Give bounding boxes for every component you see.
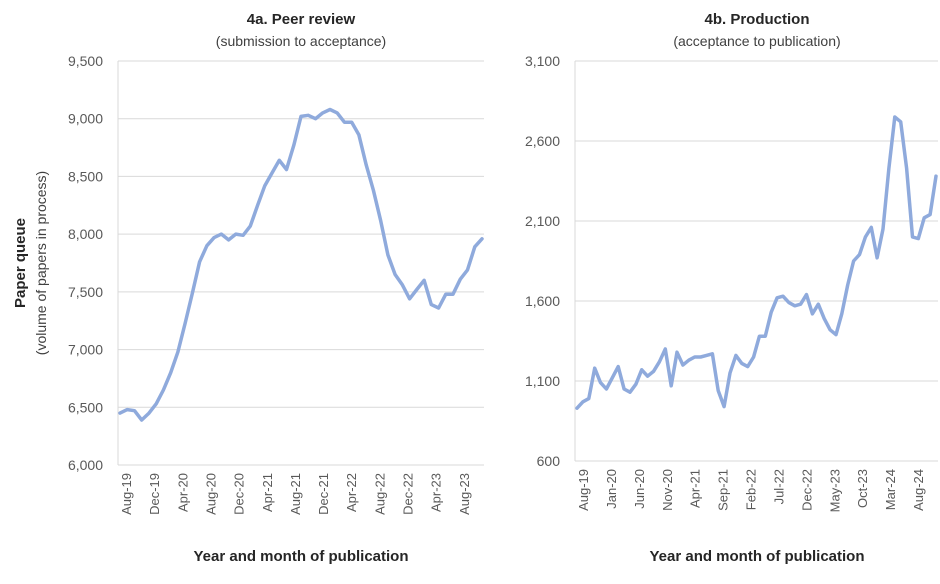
chart-a-x-tick-label: Aug-23 (457, 473, 472, 515)
chart-a-y-tick-label: 7,000 (68, 342, 103, 358)
chart-b-subtitle: (acceptance to publication) (673, 33, 840, 49)
chart-b-x-tick-label: Feb-22 (744, 469, 759, 510)
chart-b-y-tick-label: 600 (537, 453, 561, 469)
chart-a: 6,000 6,500 7,000 7,500 8,000 8,500 9,000 9,500… (68, 53, 484, 515)
chart-b-x-tick-label: Jul-22 (772, 469, 787, 504)
chart-a-y-tick-label: 6,500 (68, 399, 103, 415)
chart-a-y-tick-label: 8,000 (68, 226, 103, 242)
chart-a-x-tick-label: Dec-19 (147, 473, 162, 515)
chart-a-x-tick-label: Dec-20 (232, 473, 247, 515)
chart-a-y-axis-title: Paper queue (12, 218, 29, 308)
chart-b-y-tick-label: 3,100 (525, 53, 560, 69)
chart-b-x-tick-label: Oct-23 (855, 469, 870, 508)
chart-a-subtitle: (submission to acceptance) (216, 33, 386, 49)
chart-b-x-tick-label: Dec-22 (799, 469, 814, 511)
chart-a-y-tick-label: 8,500 (68, 168, 103, 184)
chart-b: 600 1,100 1,600 2,100 2,600 3,100 Aug-19 Jan-20… (525, 53, 938, 512)
chart-a-y-tick-label: 9,500 (68, 53, 103, 69)
chart-b-x-tick-label: Nov-20 (660, 469, 675, 511)
chart-a-series-line (118, 107, 484, 422)
chart-a-x-tick-label: Aug-19 (119, 473, 134, 515)
chart-a-x-tick-label: Aug-22 (372, 473, 387, 515)
chart-b-y-tick-label: 2,600 (525, 133, 560, 149)
chart-b-x-tick-label: Mar-24 (883, 469, 898, 510)
chart-b-x-tick-label: Jan-20 (604, 469, 619, 509)
chart-b-x-tick-label: May-23 (827, 469, 842, 512)
chart-b-x-tick-label: Jun-20 (632, 469, 647, 509)
chart-b-series-line (575, 115, 938, 410)
chart-a-x-axis-title: Year and month of publication (193, 548, 408, 565)
chart-a-x-tick-label: Dec-22 (401, 473, 416, 515)
chart-a-title: 4a. Peer review (247, 11, 356, 28)
chart-a-x-tick-label: Aug-20 (204, 473, 219, 515)
chart-a-y-tick-label: 6,000 (68, 457, 103, 473)
chart-b-x-axis-title: Year and month of publication (649, 548, 864, 565)
chart-b-y-tick-label: 2,100 (525, 213, 560, 229)
chart-a-y-tick-label: 9,000 (68, 111, 103, 127)
chart-a-x-tick-label: Aug-21 (288, 473, 303, 515)
chart-a-x-tick-label: Apr-22 (344, 473, 359, 512)
chart-b-x-tick-label: Sep-21 (716, 469, 731, 511)
chart-a-x-tick-label: Apr-21 (260, 473, 275, 512)
chart-b-title: 4b. Production (705, 11, 810, 28)
chart-a-y-tick-label: 7,500 (68, 284, 103, 300)
chart-b-x-tick-label: Aug-24 (911, 469, 926, 511)
chart-a-x-tick-label: Dec-21 (316, 473, 331, 515)
chart-b-y-tick-label: 1,600 (525, 293, 560, 309)
chart-b-y-tick-label: 1,100 (525, 373, 560, 389)
chart-a-x-tick-label: Apr-20 (175, 473, 190, 512)
chart-a-x-tick-label: Apr-23 (429, 473, 444, 512)
chart-a-y-axis-subtitle: (volume of papers in process) (33, 171, 49, 355)
chart-b-x-tick-label: Aug-19 (576, 469, 591, 511)
chart-b-x-tick-label: Apr-21 (688, 469, 703, 508)
